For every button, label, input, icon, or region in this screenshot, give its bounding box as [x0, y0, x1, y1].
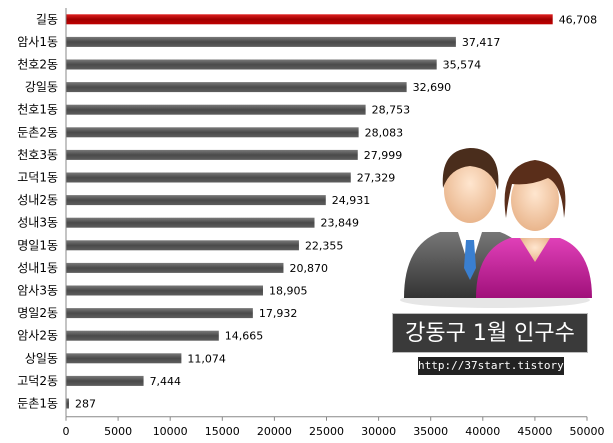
x-tick-label: 50000 — [570, 425, 605, 438]
value-label: 23,849 — [321, 217, 360, 230]
category-label: 성내3동 — [17, 216, 58, 230]
bars-group: 길동 46,708 암사1동 37,417 천호2동 35,574 강일동 32,690 천호1… — [17, 12, 597, 410]
bar — [66, 330, 219, 341]
value-label: 7,444 — [150, 375, 182, 388]
category-label: 둔촌1동 — [17, 397, 58, 411]
value-label: 18,905 — [269, 285, 308, 298]
x-tick-label: 10000 — [153, 425, 188, 438]
x-tick-label: 45000 — [517, 425, 552, 438]
category-label: 강일동 — [25, 80, 58, 94]
x-tick-label: 25000 — [309, 425, 344, 438]
category-label: 둔촌2동 — [17, 125, 58, 139]
value-label: 27,329 — [357, 172, 396, 185]
value-label: 28,083 — [365, 126, 404, 139]
category-label: 암사3동 — [17, 284, 58, 298]
bar — [66, 308, 253, 319]
category-label: 암사2동 — [17, 329, 58, 343]
bar — [66, 104, 366, 115]
value-label: 11,074 — [187, 352, 226, 365]
bar — [66, 240, 299, 251]
bar — [66, 59, 437, 70]
category-label: 상일동 — [25, 351, 58, 365]
category-label: 성내2동 — [17, 193, 58, 207]
category-label: 천호2동 — [17, 57, 58, 72]
bar — [66, 172, 351, 183]
x-tick-label: 0 — [63, 425, 70, 438]
value-label: 27,999 — [364, 149, 403, 162]
bar — [66, 127, 359, 138]
value-label: 17,932 — [259, 307, 298, 320]
value-label: 35,574 — [443, 59, 482, 72]
x-axis: 0 5000 10000 15000 20000 25000 30000 35000 40000… — [63, 8, 605, 438]
bar — [66, 375, 144, 386]
bar — [66, 195, 326, 206]
bar — [66, 149, 358, 160]
value-label: 24,931 — [332, 194, 371, 207]
value-label: 14,665 — [225, 330, 264, 343]
bar — [66, 36, 456, 47]
value-label: 32,690 — [413, 81, 452, 94]
x-tick-label: 5000 — [104, 425, 132, 438]
bar — [66, 14, 553, 25]
bar — [66, 285, 263, 296]
source-url-label: http://37start.tistory.com — [418, 357, 590, 375]
category-label: 암사1동 — [17, 35, 58, 49]
bar — [66, 82, 407, 93]
x-tick-label: 35000 — [413, 425, 448, 438]
bar — [66, 217, 315, 228]
x-tick-label: 20000 — [257, 425, 292, 438]
value-label: 28,753 — [372, 104, 411, 117]
category-label: 천호1동 — [17, 102, 58, 117]
bar — [66, 353, 182, 364]
x-tick-label: 15000 — [205, 425, 240, 438]
value-label: 37,417 — [462, 36, 501, 49]
category-label: 길동 — [36, 12, 58, 26]
category-label: 천호3동 — [17, 147, 58, 162]
category-label: 명일1동 — [17, 238, 58, 252]
value-label: 20,870 — [289, 262, 328, 275]
value-label: 287 — [75, 398, 96, 411]
bar — [66, 262, 284, 273]
bar — [66, 398, 69, 409]
chart-overlay-title: 강동구 1월 인구수 — [392, 313, 588, 353]
category-label: 고덕1동 — [17, 171, 58, 185]
people-icon — [400, 148, 592, 308]
x-tick-label: 40000 — [465, 425, 500, 438]
category-label: 명일2동 — [17, 306, 58, 320]
x-tick-label: 30000 — [361, 425, 396, 438]
category-label: 고덕2동 — [17, 374, 58, 388]
category-label: 성내1동 — [17, 261, 58, 275]
value-label: 22,355 — [305, 239, 344, 252]
value-label: 46,708 — [559, 13, 598, 26]
